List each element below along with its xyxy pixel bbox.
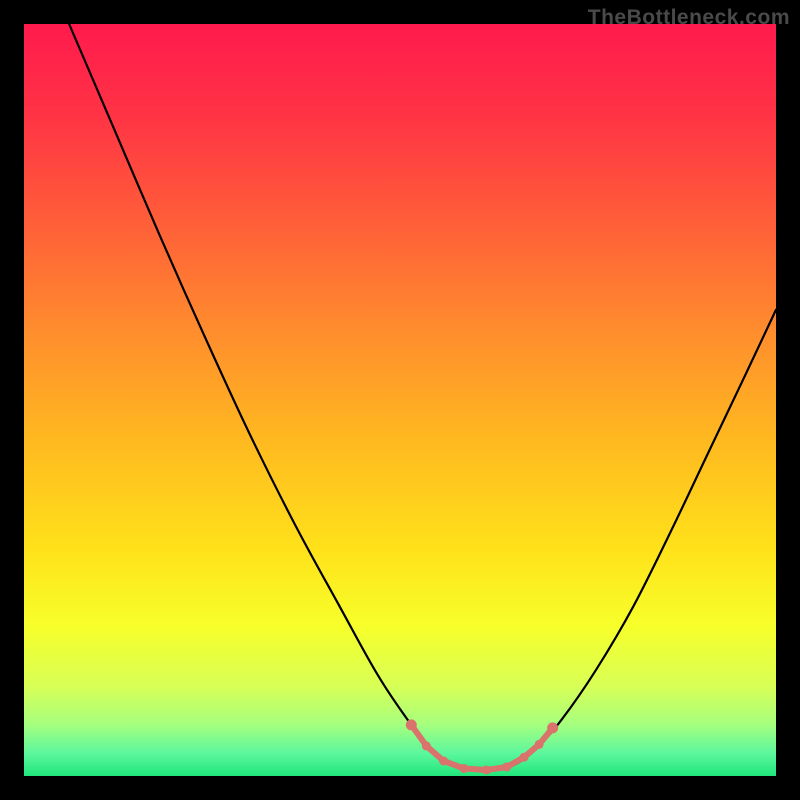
optimal-range-joint [535,740,544,749]
chart-svg [0,0,800,800]
watermark-text: TheBottleneck.com [588,6,790,30]
optimal-range-joint [520,753,529,762]
optimal-range-joint [459,764,468,773]
optimal-range-endpoint [406,719,417,730]
chart-background-gradient [24,24,776,776]
bottleneck-chart: TheBottleneck.com [0,0,800,800]
optimal-range-joint [439,756,448,765]
optimal-range-joint [422,741,431,750]
optimal-range-endpoint [547,722,558,733]
optimal-range-joint [482,765,491,774]
optimal-range-joint [502,762,511,771]
